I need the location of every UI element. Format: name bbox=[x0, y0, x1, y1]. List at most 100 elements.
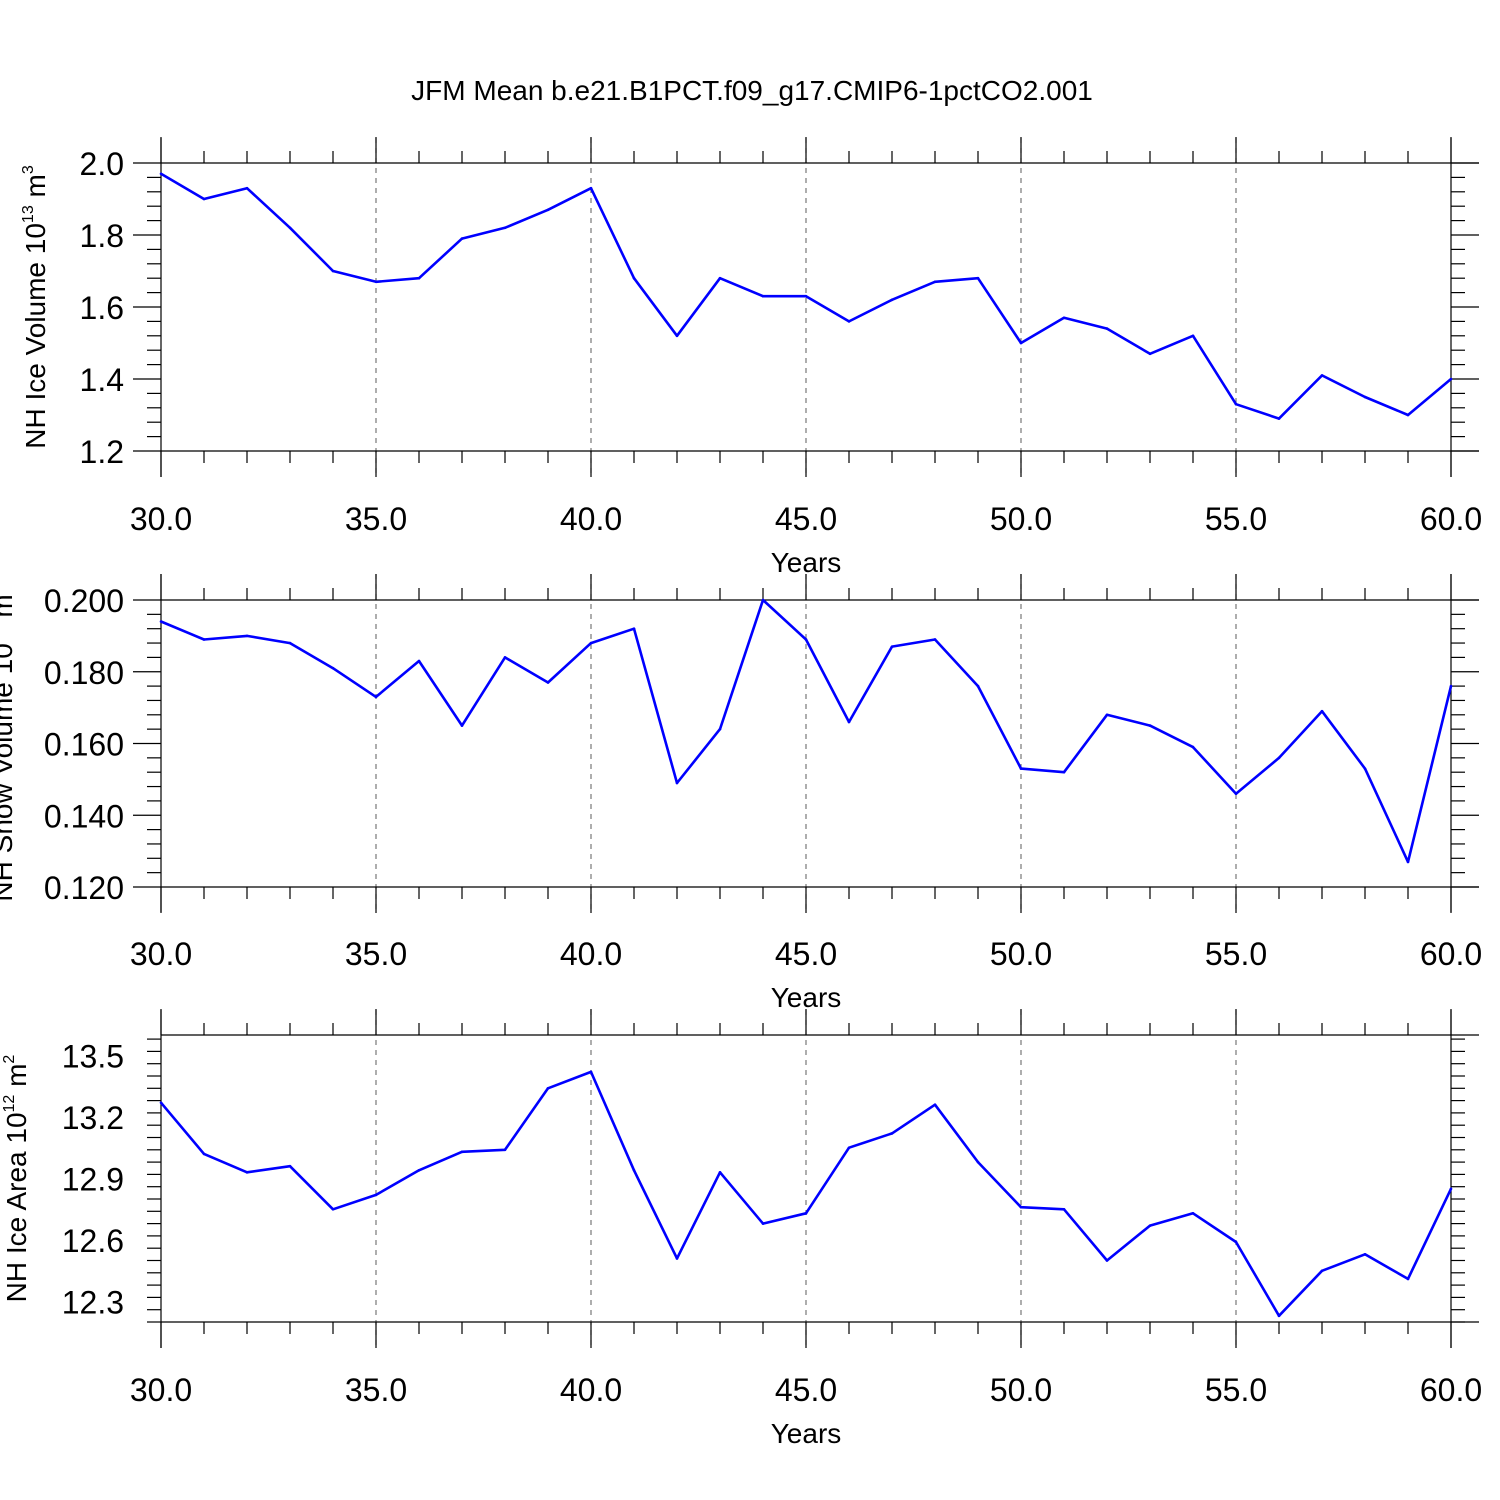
y-tick-label: 1.2 bbox=[80, 434, 124, 470]
y-tick-label: 0.180 bbox=[44, 655, 124, 691]
data-point bbox=[1320, 1269, 1324, 1273]
data-point bbox=[546, 1087, 550, 1090]
data-point bbox=[1277, 417, 1281, 420]
data-point bbox=[804, 1212, 808, 1215]
data-point bbox=[331, 666, 335, 670]
y-axis-label-group: NH Ice Volume 1013 m3 bbox=[20, 165, 51, 449]
y-axis-label: NH Ice Volume 1013 m3 bbox=[20, 165, 51, 449]
data-point bbox=[288, 641, 292, 645]
data-point bbox=[1449, 1187, 1453, 1191]
data-point bbox=[847, 720, 851, 724]
y-tick-label: 0.140 bbox=[44, 798, 124, 834]
data-point bbox=[1406, 860, 1410, 864]
x-tick-label: 45.0 bbox=[775, 501, 837, 537]
y-tick-label: 2.0 bbox=[80, 146, 124, 182]
y-tick-label: 1.8 bbox=[80, 218, 124, 254]
x-tick-label: 40.0 bbox=[560, 501, 622, 537]
data-point bbox=[202, 1152, 206, 1156]
data-point bbox=[417, 276, 421, 280]
data-point bbox=[331, 269, 335, 273]
x-axis-label: Years bbox=[771, 1418, 842, 1449]
data-point bbox=[1320, 709, 1324, 713]
data-point bbox=[417, 1169, 421, 1172]
data-point bbox=[546, 208, 550, 212]
x-axis-label: Years bbox=[771, 547, 842, 578]
data-point bbox=[632, 1169, 636, 1172]
x-tick-label: 50.0 bbox=[990, 1372, 1052, 1408]
y-tick-label: 0.200 bbox=[44, 583, 124, 619]
data-point bbox=[761, 598, 765, 602]
data-point bbox=[1320, 374, 1324, 377]
y-tick-label: 13.2 bbox=[62, 1100, 124, 1136]
data-point bbox=[847, 320, 851, 323]
data-point bbox=[976, 276, 980, 280]
x-tick-label: 30.0 bbox=[130, 1372, 192, 1408]
data-point bbox=[589, 1070, 593, 1074]
data-point bbox=[1277, 1314, 1281, 1318]
data-point bbox=[331, 1207, 335, 1211]
data-point bbox=[589, 641, 593, 645]
data-point bbox=[245, 186, 249, 190]
x-tick-label: 45.0 bbox=[775, 1372, 837, 1408]
data-point bbox=[1363, 395, 1367, 399]
data-point bbox=[761, 294, 765, 298]
y-tick-label: 13.5 bbox=[62, 1039, 124, 1075]
data-point bbox=[460, 724, 464, 727]
data-point bbox=[1406, 413, 1410, 417]
data-point bbox=[1148, 724, 1152, 727]
data-point bbox=[288, 1164, 292, 1168]
data-point bbox=[202, 197, 206, 201]
data-point bbox=[933, 638, 937, 641]
data-point bbox=[1234, 1240, 1238, 1244]
data-point bbox=[933, 280, 937, 284]
data-point bbox=[1105, 713, 1109, 717]
data-point bbox=[890, 298, 894, 302]
x-tick-label: 60.0 bbox=[1420, 936, 1482, 972]
data-point bbox=[1019, 1205, 1023, 1209]
data-point bbox=[503, 1148, 507, 1152]
data-point bbox=[976, 684, 980, 688]
y-tick-label: 12.6 bbox=[62, 1223, 124, 1259]
data-point bbox=[1105, 1259, 1109, 1262]
y-tick-label: 12.9 bbox=[62, 1162, 124, 1198]
data-point bbox=[1019, 767, 1023, 770]
data-point bbox=[1363, 1253, 1367, 1256]
data-point bbox=[1191, 334, 1195, 338]
data-point bbox=[417, 659, 421, 663]
y-tick-label: 0.160 bbox=[44, 727, 124, 763]
data-point bbox=[761, 1222, 765, 1225]
panels: 30.0 35.0 40.0 45.0 50.0 55.0 60.0 1.2 1.4 1.6 1.8… bbox=[0, 137, 1482, 1449]
data-point bbox=[718, 1171, 722, 1174]
data-point bbox=[245, 1171, 249, 1174]
data-point bbox=[374, 1193, 378, 1197]
chart-title: JFM Mean b.e21.B1PCT.f09_g17.CMIP6-1pctC… bbox=[411, 75, 1093, 106]
data-point bbox=[847, 1146, 851, 1150]
x-tick-label: 35.0 bbox=[345, 936, 407, 972]
data-point bbox=[890, 1132, 894, 1135]
data-point bbox=[804, 638, 808, 641]
data-point bbox=[460, 1150, 464, 1154]
data-point bbox=[503, 656, 507, 659]
x-axis-label: Years bbox=[771, 982, 842, 1013]
x-tick-label: 40.0 bbox=[560, 936, 622, 972]
x-tick-label: 30.0 bbox=[130, 936, 192, 972]
x-tick-label: 60.0 bbox=[1420, 501, 1482, 537]
data-point bbox=[1148, 352, 1152, 356]
x-tick-label: 50.0 bbox=[990, 501, 1052, 537]
data-point bbox=[589, 186, 593, 190]
data-point bbox=[632, 627, 636, 630]
panel-3: 30.0 35.0 40.0 45.0 50.0 55.0 60.0 12.3 12.6 12.9… bbox=[1, 1009, 1482, 1449]
data-point bbox=[159, 172, 163, 176]
data-point bbox=[675, 334, 679, 338]
y-tick-label: 1.4 bbox=[80, 362, 124, 398]
y-axis-label-group: NH Snow Volume 1013 m3 bbox=[0, 585, 18, 901]
x-tick-label: 40.0 bbox=[560, 1372, 622, 1408]
x-tick-label: 60.0 bbox=[1420, 1372, 1482, 1408]
data-point bbox=[1449, 684, 1453, 688]
panel-2: 30.0 35.0 40.0 45.0 50.0 55.0 60.0 0.120 0.140 0.… bbox=[0, 574, 1482, 1013]
x-tick-label: 35.0 bbox=[345, 1372, 407, 1408]
data-point bbox=[245, 634, 249, 638]
data-point bbox=[1062, 770, 1066, 774]
data-point bbox=[1406, 1277, 1410, 1281]
